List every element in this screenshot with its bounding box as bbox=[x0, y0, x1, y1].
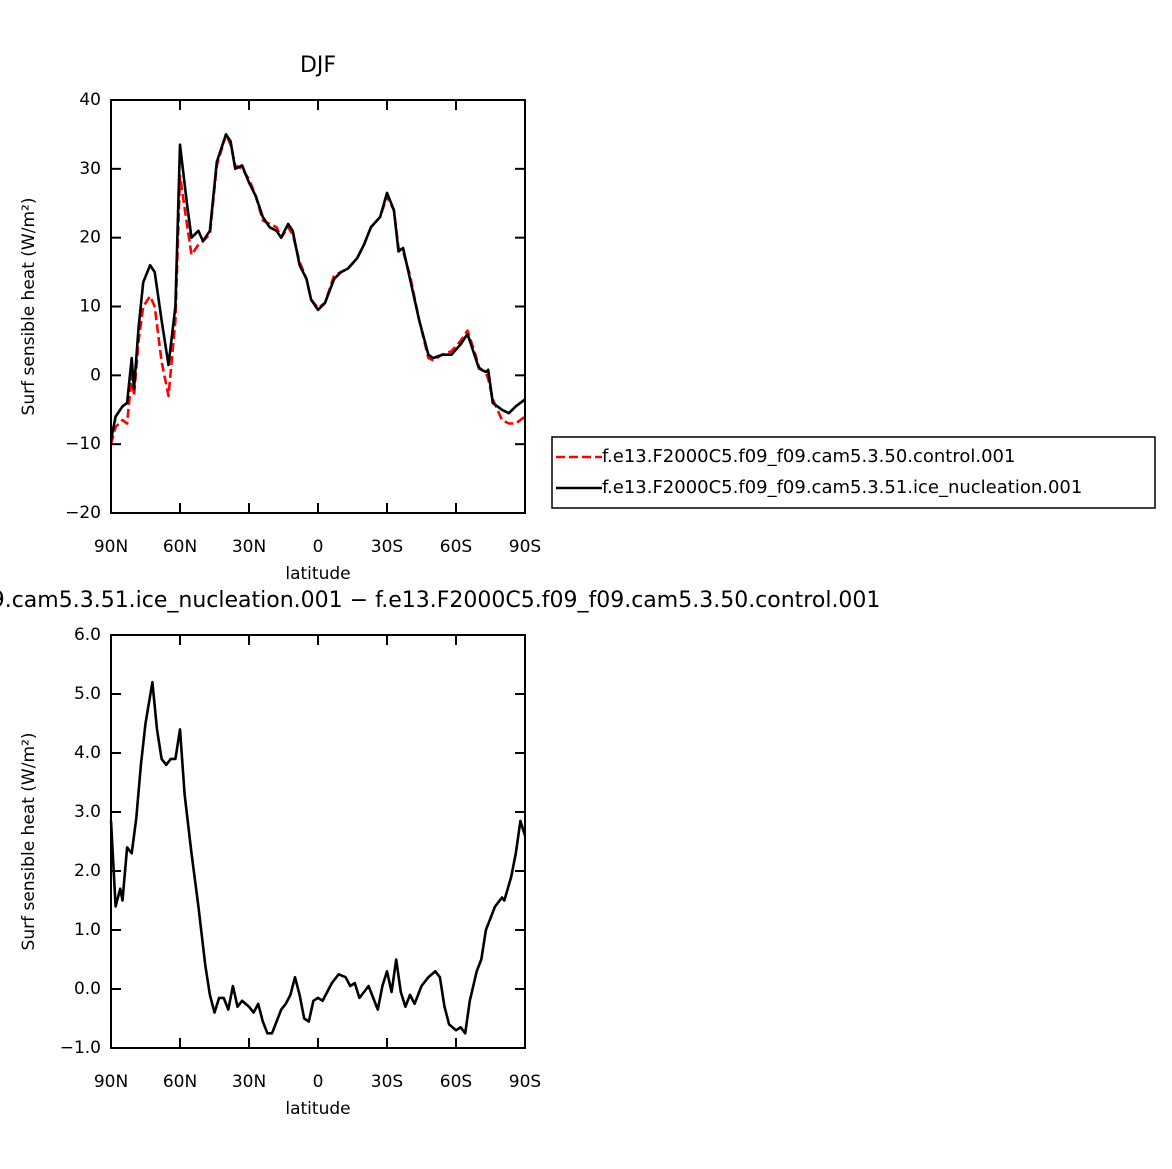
y-tick-label: 2.0 bbox=[74, 861, 101, 881]
y-tick-label: 10 bbox=[79, 297, 101, 317]
x-axis-label: latitude bbox=[285, 564, 350, 584]
x-tick-label: 90N bbox=[94, 537, 128, 557]
x-tick-label: 0 bbox=[313, 537, 324, 557]
y-tick-label: 1.0 bbox=[74, 920, 101, 940]
x-tick-label: 60S bbox=[440, 537, 472, 557]
chart-title: f.e13.F2000C5.f09_f09.cam5.3.51.ice_nucl… bbox=[0, 588, 880, 613]
x-tick-label: 30S bbox=[371, 537, 403, 557]
x-tick-label: 90N bbox=[94, 1072, 128, 1092]
legend-box bbox=[551, 436, 1156, 509]
y-tick-label: 0.0 bbox=[74, 979, 101, 999]
plot-frame bbox=[110, 634, 526, 1049]
y-tick-label: 3.0 bbox=[74, 802, 101, 822]
x-tick-label: 60S bbox=[440, 1072, 472, 1092]
chart-title: DJF bbox=[300, 53, 336, 78]
y-tick-label: 6.0 bbox=[74, 625, 101, 645]
y-axis-label: Surf sensible heat (W/m²) bbox=[19, 733, 39, 951]
plot-frame bbox=[110, 99, 526, 514]
y-tick-label: −10 bbox=[65, 434, 101, 454]
y-tick-label: −1.0 bbox=[60, 1038, 101, 1058]
x-tick-label: 30S bbox=[371, 1072, 403, 1092]
x-tick-label: 30N bbox=[232, 537, 266, 557]
data-line bbox=[109, 133, 526, 441]
y-tick-label: 20 bbox=[79, 228, 101, 248]
y-tick-label: 5.0 bbox=[74, 684, 101, 704]
y-tick-label: 0 bbox=[90, 365, 101, 385]
x-tick-label: 90S bbox=[509, 1072, 541, 1092]
y-tick-label: 30 bbox=[79, 159, 101, 179]
x-tick-label: 90S bbox=[509, 537, 541, 557]
legend-label: f.e13.F2000C5.f09_f09.cam5.3.51.ice_nucl… bbox=[602, 477, 1082, 498]
y-axis-label: Surf sensible heat (W/m²) bbox=[19, 198, 39, 416]
y-tick-label: 40 bbox=[79, 90, 101, 110]
x-tick-label: 30N bbox=[232, 1072, 266, 1092]
x-tick-label: 60N bbox=[163, 1072, 197, 1092]
data-line bbox=[109, 133, 526, 445]
data-line bbox=[109, 680, 527, 1035]
legend-label: f.e13.F2000C5.f09_f09.cam5.3.50.control.… bbox=[602, 446, 1015, 467]
x-tick-label: 0 bbox=[313, 1072, 324, 1092]
y-tick-label: 4.0 bbox=[74, 743, 101, 763]
y-tick-label: −20 bbox=[65, 503, 101, 523]
x-tick-label: 60N bbox=[163, 537, 197, 557]
x-axis-label: latitude bbox=[285, 1099, 350, 1119]
